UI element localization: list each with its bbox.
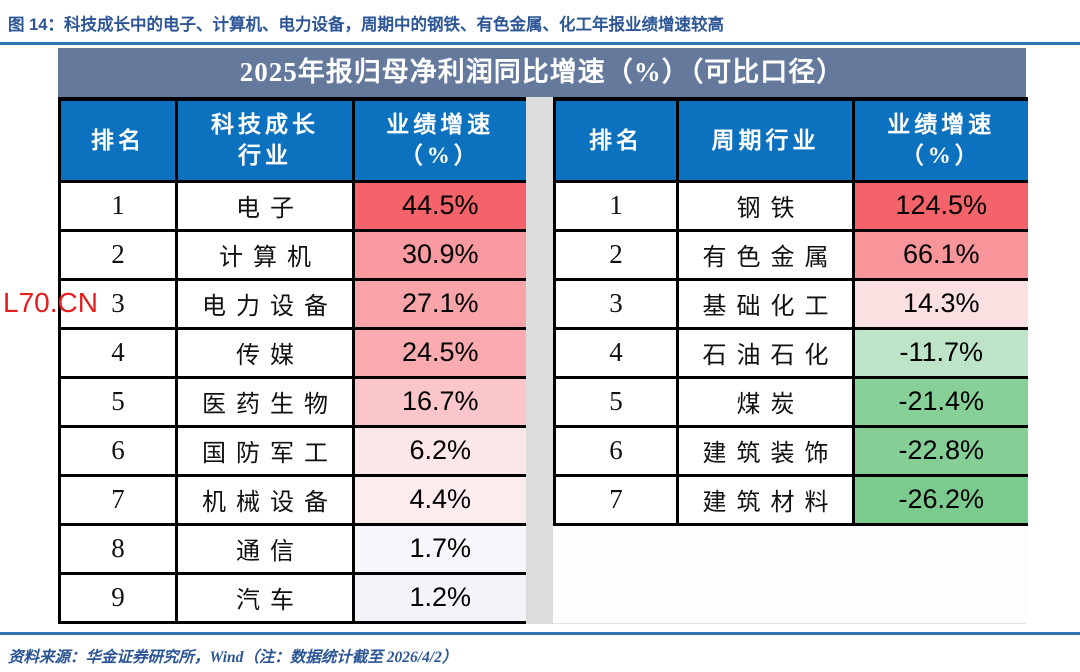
cyclical-header-growth: 业绩增速 （%） — [852, 97, 1028, 183]
growth-value: 30.9% — [352, 228, 526, 281]
rank-value: 8 — [58, 522, 178, 575]
rank-value: 4 — [58, 326, 178, 379]
industry-name: 传媒 — [175, 326, 355, 379]
rank-value: 6 — [58, 424, 178, 477]
right-table-row: 6 建筑装饰 -22.8% — [553, 424, 1028, 477]
left-table-row: 8 通信 1.7% — [58, 522, 526, 575]
growth-value: 66.1% — [852, 228, 1028, 281]
rank-value: 3 — [553, 277, 679, 330]
rank-value: 5 — [58, 375, 178, 428]
rank-value: 2 — [553, 228, 679, 281]
growth-value: 4.4% — [352, 473, 526, 526]
industry-name: 电子 — [175, 179, 355, 232]
right-table-row: 7 建筑材料 -26.2% — [553, 473, 1028, 526]
watermark: L70.CN — [3, 287, 98, 318]
figure-caption: 图 14：科技成长中的电子、计算机、电力设备，周期中的钢铁、有色金属、化工年报业… — [0, 0, 1080, 35]
rank-value: 1 — [58, 179, 178, 232]
growth-value: 44.5% — [352, 179, 526, 232]
rank-value: 7 — [58, 473, 178, 526]
left-table-row: 5 医药生物 16.7% — [58, 375, 526, 428]
industry-name: 基础化工 — [676, 277, 855, 330]
bottom-rule — [0, 631, 1080, 635]
table-gap-divider — [525, 97, 553, 624]
tech-header-growth: 业绩增速 （%） — [352, 97, 526, 183]
table-title: 2025年报归母净利润同比增速（%）（可比口径） — [58, 48, 1026, 97]
growth-value: -21.4% — [852, 375, 1028, 428]
tech-header-industry: 科技成长 行业 — [175, 97, 355, 183]
rank-value: 3 — [58, 277, 178, 330]
growth-value: 1.2% — [352, 571, 526, 624]
left-table-row: 2 计算机 30.9% — [58, 228, 526, 281]
cyclical-column: 排名 周期行业 业绩增速 （%） 1 钢铁 124.5% 2 有色金属 66.1% 3 基础化… — [553, 97, 1028, 624]
cyclical-table: 排名 周期行业 业绩增速 （%） 1 钢铁 124.5% 2 有色金属 66.1% 3 基础化… — [553, 97, 1028, 526]
right-table-row: 5 煤炭 -21.4% — [553, 375, 1028, 428]
left-table-row: 7 机械设备 4.4% — [58, 473, 526, 526]
cyclical-header-rank: 排名 — [553, 97, 679, 183]
rank-value: 6 — [553, 424, 679, 477]
industry-name: 汽车 — [175, 571, 355, 624]
tech-table-header-row: 排名 科技成长 行业 业绩增速 （%） — [58, 97, 526, 183]
industry-name: 石油石化 — [676, 326, 855, 379]
figure-caption-text: 科技成长中的电子、计算机、电力设备，周期中的钢铁、有色金属、化工年报业绩增速较高 — [63, 15, 724, 34]
tech-growth-table: 排名 科技成长 行业 业绩增速 （%） 1 电子 44.5% 2 计算机 30.9% 3 电力… — [58, 97, 526, 624]
industry-name: 建筑装饰 — [676, 424, 855, 477]
left-table-row: 9 汽车 1.2% — [58, 571, 526, 624]
growth-value: 6.2% — [352, 424, 526, 477]
rank-value: 2 — [58, 228, 178, 281]
source-note: 资料来源：华金证券研究所，Wind（注：数据统计截至 2026/4/2） — [8, 648, 458, 666]
industry-name: 有色金属 — [676, 228, 855, 281]
growth-value: -11.7% — [852, 326, 1028, 379]
rank-value: 7 — [553, 473, 679, 526]
industry-name: 通信 — [175, 522, 355, 575]
rank-value: 5 — [553, 375, 679, 428]
growth-value: -26.2% — [852, 473, 1028, 526]
growth-value: 16.7% — [352, 375, 526, 428]
rank-value: 9 — [58, 571, 178, 624]
left-table-row: 6 国防军工 6.2% — [58, 424, 526, 477]
growth-value: 124.5% — [852, 179, 1028, 232]
right-table-row: 4 石油石化 -11.7% — [553, 326, 1028, 379]
industry-name: 机械设备 — [175, 473, 355, 526]
left-table-row: 1 电子 44.5% — [58, 179, 526, 232]
growth-value: 24.5% — [352, 326, 526, 379]
empty-area — [553, 525, 1026, 624]
growth-value: -22.8% — [852, 424, 1028, 477]
industry-name: 电力设备 — [175, 277, 355, 330]
growth-value: 14.3% — [852, 277, 1028, 330]
industry-name: 钢铁 — [676, 179, 855, 232]
right-table-row: 1 钢铁 124.5% — [553, 179, 1028, 232]
growth-value: 27.1% — [352, 277, 526, 330]
industry-name: 建筑材料 — [676, 473, 855, 526]
left-table-row: 3 电力设备 27.1% — [58, 277, 526, 330]
cyclical-table-header-row: 排名 周期行业 业绩增速 （%） — [553, 97, 1028, 183]
industry-name: 医药生物 — [175, 375, 355, 428]
left-table-row: 4 传媒 24.5% — [58, 326, 526, 379]
tables-row: 排名 科技成长 行业 业绩增速 （%） 1 电子 44.5% 2 计算机 30.9% 3 电力… — [58, 97, 1028, 624]
rank-value: 4 — [553, 326, 679, 379]
industry-name: 国防军工 — [175, 424, 355, 477]
rank-value: 1 — [553, 179, 679, 232]
industry-name: 计算机 — [175, 228, 355, 281]
tech-header-rank: 排名 — [58, 97, 178, 183]
cyclical-header-industry: 周期行业 — [676, 97, 855, 183]
right-table-row: 3 基础化工 14.3% — [553, 277, 1028, 330]
top-rule — [0, 42, 1080, 45]
industry-name: 煤炭 — [676, 375, 855, 428]
figure-number: 图 14： — [8, 16, 64, 34]
growth-value: 1.7% — [352, 522, 526, 575]
right-table-row: 2 有色金属 66.1% — [553, 228, 1028, 281]
profit-growth-figure: 2025年报归母净利润同比增速（%）（可比口径） 排名 科技成长 行业 业绩增速… — [58, 48, 1028, 624]
